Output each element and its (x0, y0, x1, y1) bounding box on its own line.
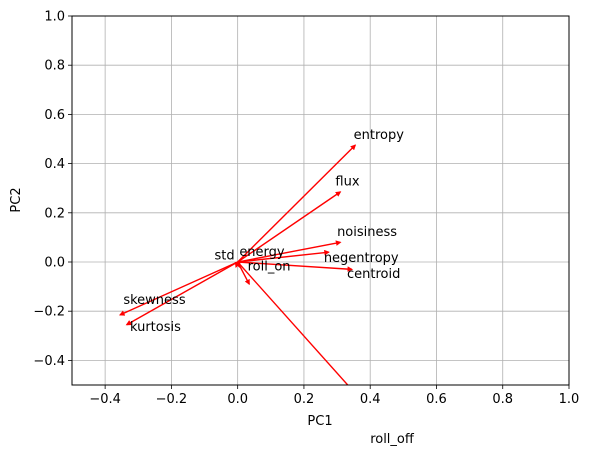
x-tick-label: −0.2 (156, 392, 188, 407)
vector-kurtosis (125, 261, 239, 326)
vector-label-negentropy: negentropy (324, 251, 399, 266)
vector-label-entropy: entropy (354, 128, 405, 143)
x-tick-label: 0.4 (360, 392, 381, 407)
y-tick-label: 1.0 (44, 10, 65, 25)
vector-label-energy: energy (239, 245, 285, 260)
vector-skewness (119, 261, 238, 316)
vector-roll-on (237, 261, 250, 286)
plot-frame (71, 15, 570, 386)
vector-label-skewness: skewness (123, 293, 185, 308)
vector-entropy (237, 144, 357, 263)
y-axis-label: PC2 (9, 187, 24, 212)
vector-label-roll-off: roll_off (370, 432, 415, 447)
y-tick-label: −0.4 (33, 354, 65, 369)
grid (72, 15, 570, 385)
x-tick-label: 0.8 (492, 392, 513, 407)
x-tick-label: −0.4 (89, 392, 121, 407)
vector-label-flux: flux (335, 175, 359, 190)
axis-ticks: −0.4 −0.2 0.0 0.2 0.4 0.6 0.8 1.0 −0.4 −0.2 0.0 0.2… (33, 10, 579, 408)
y-tick-label: 0.2 (44, 206, 65, 221)
vector-label-roll-on: roll_on (248, 260, 291, 275)
vector-label-kurtosis: kurtosis (130, 320, 181, 335)
x-tick-label: 0.0 (227, 392, 248, 407)
y-tick-label: 0.8 (44, 59, 65, 74)
y-tick-label: 0.4 (44, 157, 65, 172)
vector-negentropy (237, 249, 330, 263)
y-tick-label: 0.6 (44, 108, 65, 123)
x-tick-label: 1.0 (559, 392, 580, 407)
vector-flux (237, 191, 342, 263)
x-tick-label: 0.6 (426, 392, 447, 407)
x-tick-label: 0.2 (294, 392, 315, 407)
y-tick-label: −0.2 (33, 305, 65, 320)
vector-roll-off (237, 261, 349, 385)
loading-vectors (119, 144, 357, 385)
vector-noisiness (237, 240, 342, 263)
x-axis-label: PC1 (307, 414, 332, 429)
vector-label-noisiness: noisiness (337, 225, 397, 240)
vector-label-centroid: centroid (347, 267, 400, 282)
vector-label-std: std (214, 249, 234, 264)
vector-centroid (237, 261, 354, 272)
y-tick-label: 0.0 (44, 256, 65, 271)
